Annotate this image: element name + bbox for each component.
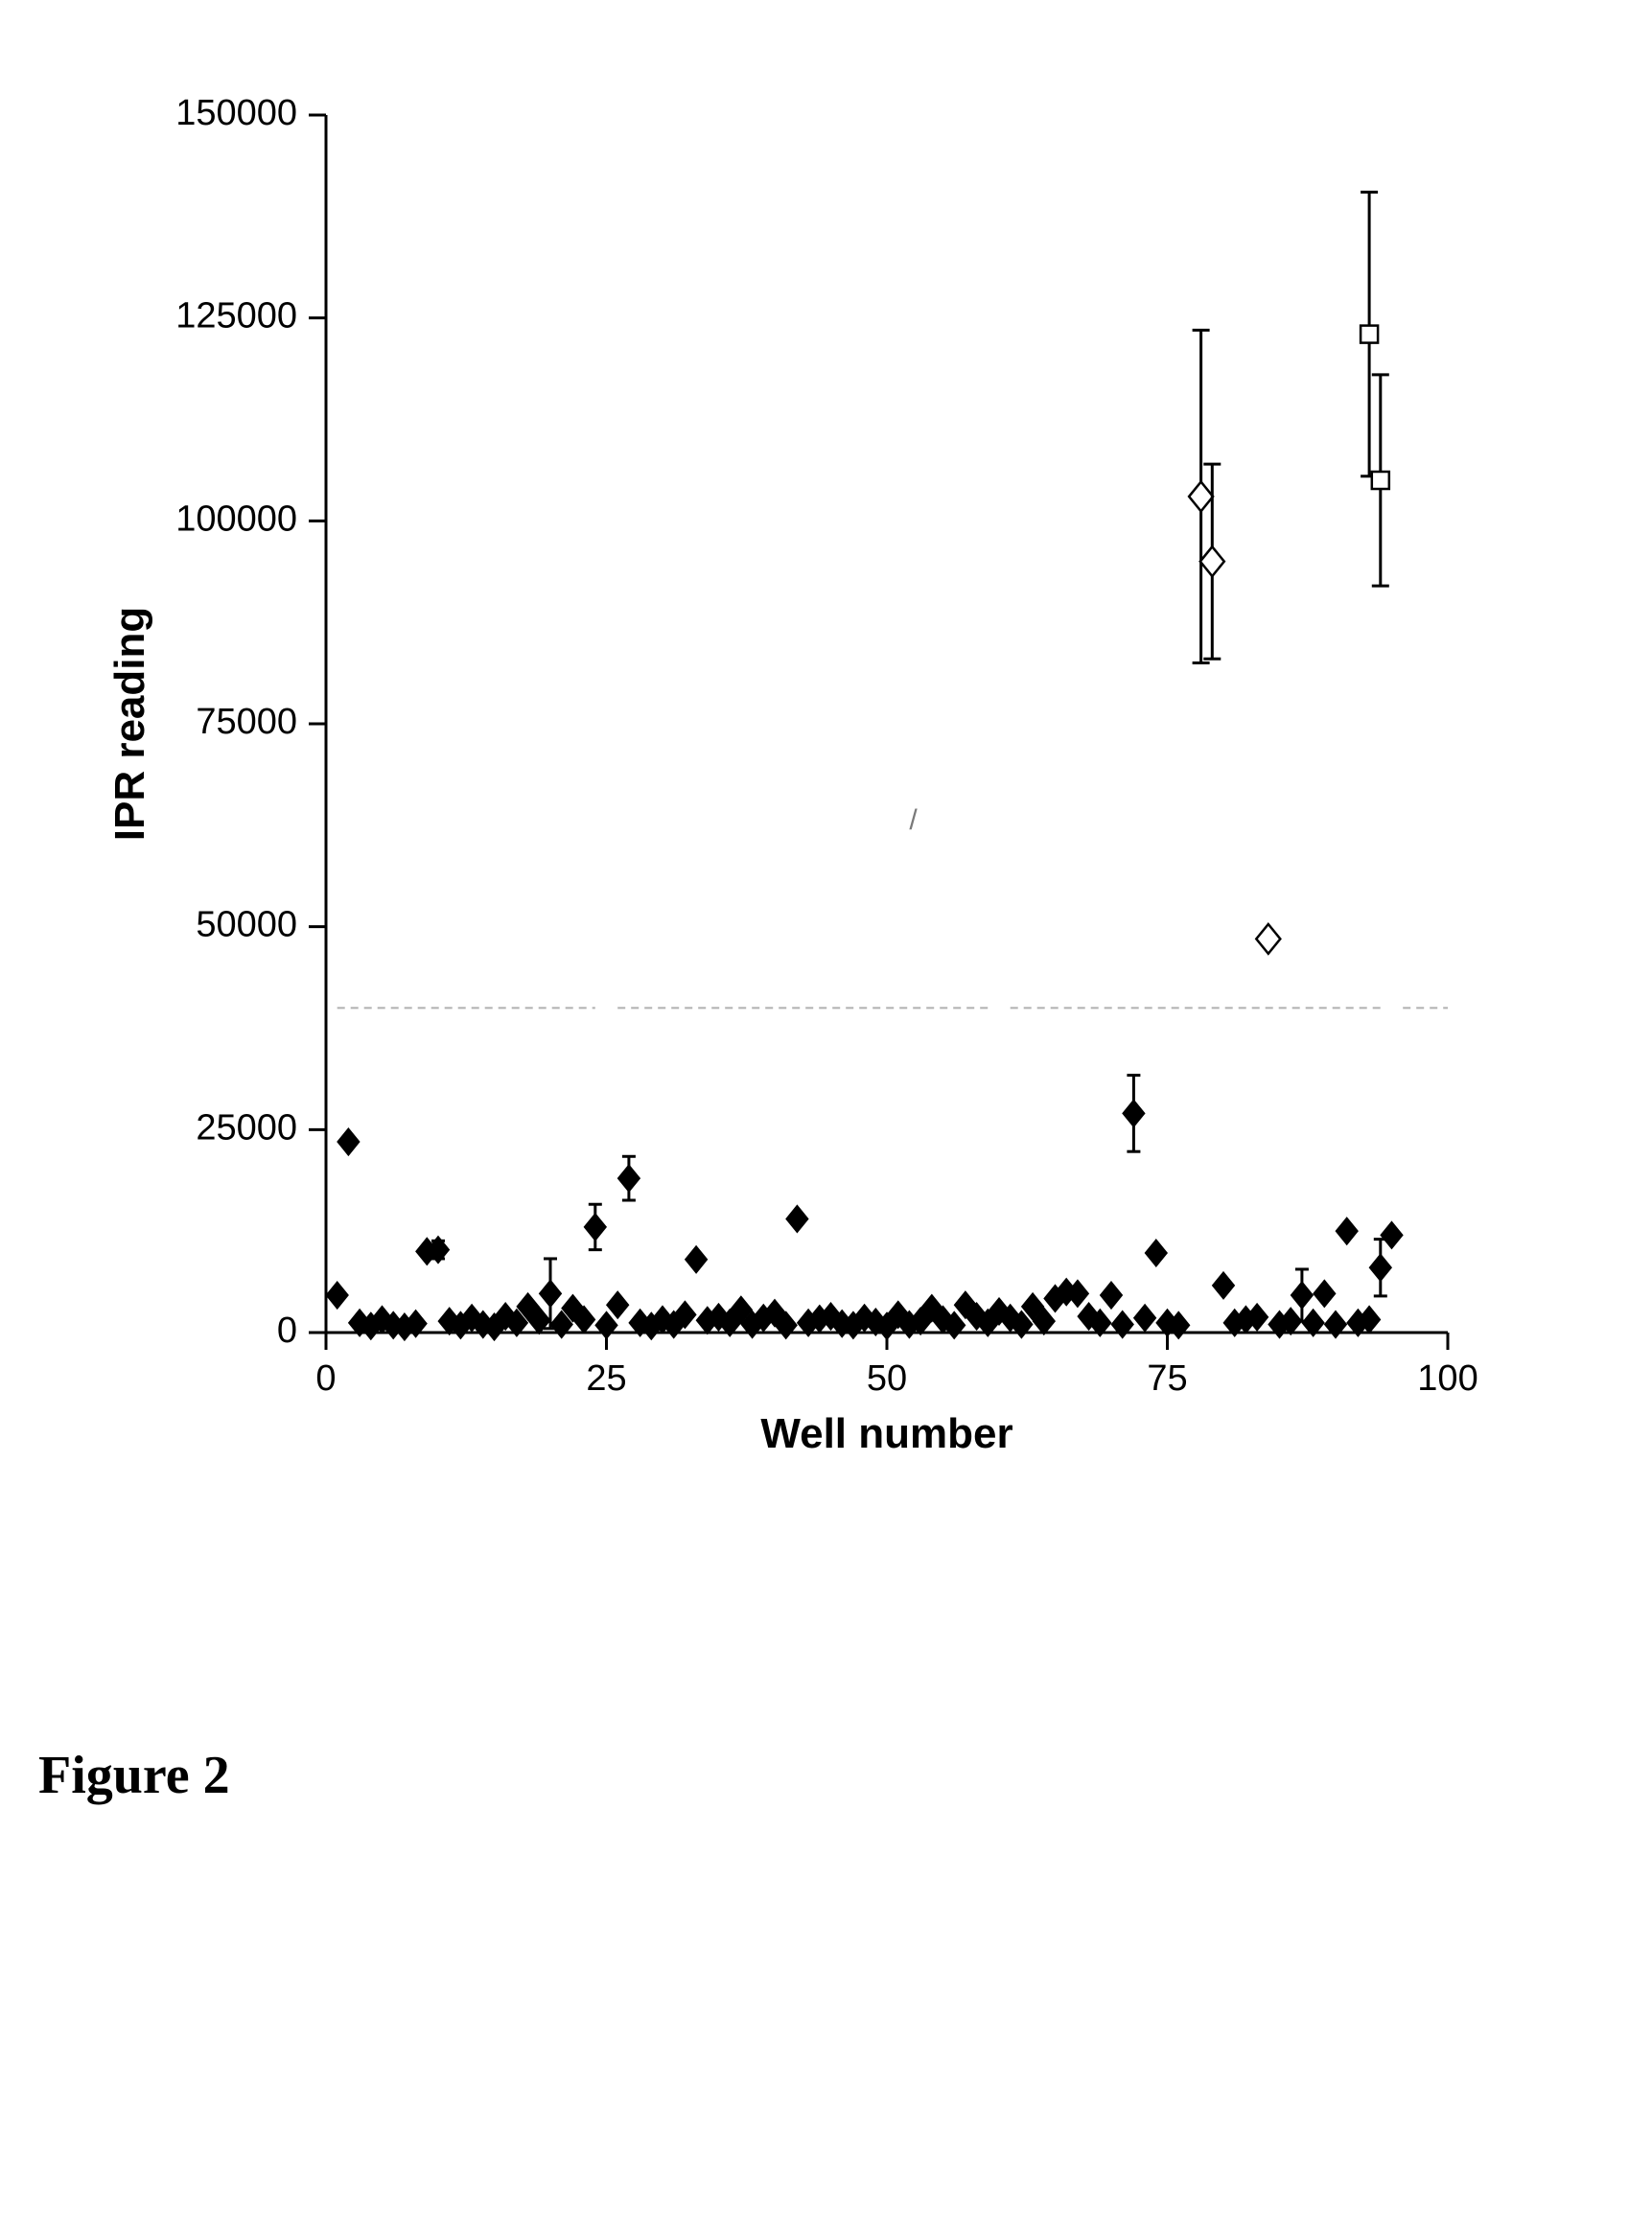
svg-text:0: 0 <box>277 1311 297 1351</box>
svg-text:IPR reading: IPR reading <box>106 607 153 842</box>
svg-text:Well number: Well number <box>760 1410 1012 1457</box>
svg-text:25: 25 <box>586 1358 626 1399</box>
svg-text:75: 75 <box>1147 1358 1187 1399</box>
chart-container: 0 25000 50000 75000 100000 125000 150000 0 25 50 7… <box>77 58 1534 1558</box>
scatter-chart: 0 25000 50000 75000 100000 125000 150000 0 25 50 7… <box>77 58 1534 1553</box>
svg-text:100000: 100000 <box>175 499 297 539</box>
svg-text:0: 0 <box>315 1358 336 1399</box>
svg-text:75000: 75000 <box>196 702 297 742</box>
svg-text:/: / <box>909 804 918 836</box>
page: 0 25000 50000 75000 100000 125000 150000 0 25 50 7… <box>0 0 1652 2227</box>
svg-text:100: 100 <box>1417 1358 1477 1399</box>
svg-text:50: 50 <box>867 1358 907 1399</box>
svg-text:150000: 150000 <box>175 93 297 133</box>
svg-text:125000: 125000 <box>175 296 297 336</box>
figure-caption: Figure 2 <box>38 1745 230 1806</box>
svg-text:25000: 25000 <box>196 1107 297 1148</box>
svg-text:50000: 50000 <box>196 905 297 945</box>
